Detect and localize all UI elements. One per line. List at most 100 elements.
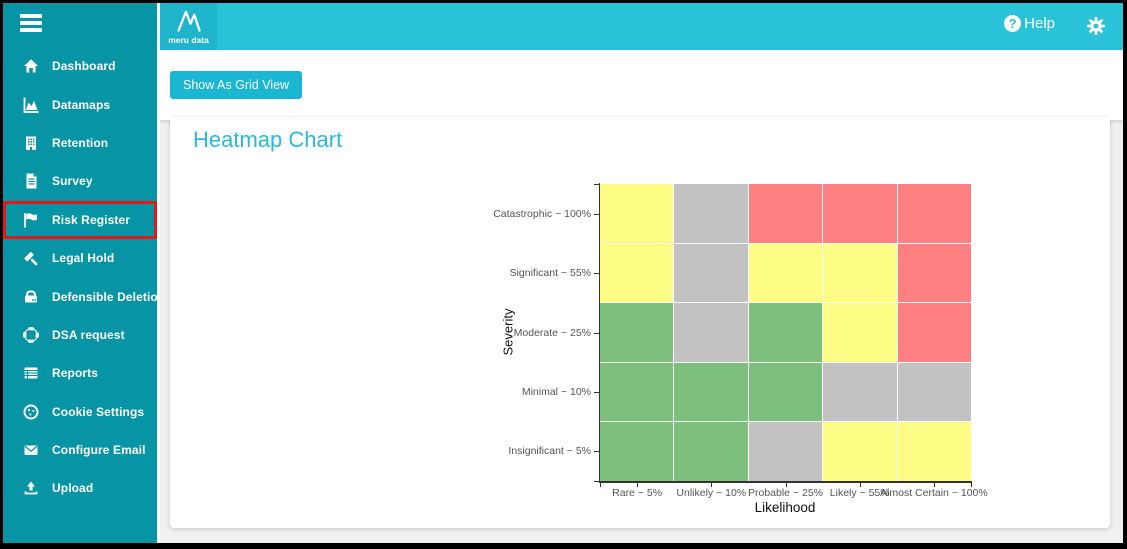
x-tick-label: Unlikely ~ 10% [676, 487, 747, 499]
sidebar-item-label: Survey [52, 174, 93, 189]
y-tick-label: Significant ~ 55% [509, 267, 591, 280]
heatmap-cell[interactable] [674, 422, 748, 481]
heatmap-cell[interactable] [674, 362, 748, 422]
heatmap-cell[interactable] [823, 362, 897, 422]
sidebar-item-legal-hold[interactable]: Legal Hold [3, 239, 157, 277]
heatmap-cell[interactable] [897, 184, 971, 243]
sidebar-nav: Dashboard Datamaps Retention Survey Risk Reg… [3, 47, 165, 508]
sidebar-item-upload[interactable]: Upload [3, 469, 157, 507]
heatmap-cell[interactable] [823, 422, 897, 481]
hamburger-menu-icon[interactable] [20, 14, 42, 34]
page-title: Heatmap Chart [193, 127, 343, 152]
sidebar-divider [157, 3, 160, 543]
heatmap-cell[interactable] [897, 422, 971, 481]
screen: Dashboard Datamaps Retention Survey Risk Reg… [3, 3, 1123, 543]
heatmap-cell[interactable] [897, 243, 971, 303]
home-icon [22, 57, 40, 75]
sidebar-item-label: Defensible Deletion [52, 289, 166, 304]
question-mark-icon: ? [1004, 15, 1022, 32]
x-axis-tick-mark [971, 482, 972, 487]
y-tick-label: Minimal ~ 10% [521, 385, 591, 398]
sidebar-item-cookie-settings[interactable]: Cookie Settings [3, 393, 157, 431]
x-axis-tick-mark [859, 482, 861, 487]
x-axis-title: Likelihood [754, 500, 816, 515]
sidebar-item-reports[interactable]: Reports [3, 354, 157, 392]
heatmap-grid [600, 184, 971, 481]
sidebar-item-label: Dashboard [52, 59, 116, 74]
sidebar-item-label: Cookie Settings [52, 404, 145, 419]
flag-icon [22, 211, 40, 229]
x-tick-label: Almost Certain ~ 100% [880, 487, 988, 499]
y-axis-tick-mark [594, 213, 599, 215]
report-table-icon [22, 364, 40, 382]
y-tick-label: Catastrophic ~ 100% [493, 207, 591, 220]
sidebar-item-label: Configure Email [52, 443, 146, 458]
heatmap-cell[interactable] [600, 184, 674, 243]
y-tick-label: Moderate ~ 25% [513, 326, 591, 339]
x-axis-tick-mark [785, 482, 787, 487]
heatmap-cell[interactable] [674, 184, 748, 243]
heatmap-cell[interactable] [748, 362, 823, 422]
logo-text: meru data [168, 35, 209, 45]
heatmap-cell[interactable] [823, 243, 897, 303]
sidebar-item-datamaps[interactable]: Datamaps [3, 85, 157, 123]
x-axis-tick-mark [711, 482, 713, 487]
y-axis-tick-mark [594, 273, 599, 275]
toolbar: Show As Grid View [160, 50, 1123, 120]
heatmap-cell[interactable] [600, 303, 674, 362]
y-axis-title: Severity [500, 308, 516, 356]
logo[interactable]: meru data [160, 3, 217, 50]
x-tick-label: Rare ~ 5% [612, 487, 663, 499]
heatmap-cell[interactable] [748, 243, 823, 303]
x-axis-tick-mark [600, 482, 601, 487]
x-axis-line [598, 481, 972, 483]
cookie-icon [22, 403, 40, 421]
heatmap-cell[interactable] [748, 184, 823, 243]
help-button[interactable]: ? Help [1004, 15, 1055, 32]
building-icon [22, 134, 40, 152]
y-axis-tick-mark [594, 391, 599, 393]
sidebar-item-label: DSA request [52, 327, 125, 342]
envelope-icon [22, 441, 40, 459]
heatmap-cell[interactable] [600, 243, 674, 303]
x-tick-label: Likely ~ 55% [829, 487, 890, 499]
y-axis-tick-mark [594, 451, 599, 453]
sidebar-item-label: Risk Register [52, 212, 130, 227]
sidebar-item-label: Upload [52, 481, 94, 496]
heatmap-cell[interactable] [600, 362, 674, 422]
sidebar-item-dashboard[interactable]: Dashboard [3, 47, 157, 85]
sidebar-item-dsa-request[interactable]: DSA request [3, 316, 157, 354]
hard-drive-icon [22, 288, 40, 306]
show-as-grid-view-button[interactable]: Show As Grid View [170, 71, 303, 99]
sidebar-item-risk-register[interactable]: Risk Register [3, 200, 157, 239]
sidebar-item-survey[interactable]: Survey [3, 162, 157, 200]
heatmap-cell[interactable] [823, 303, 897, 362]
heatmap-cell[interactable] [897, 303, 971, 362]
sidebar-item-label: Legal Hold [52, 251, 115, 266]
gear-icon[interactable] [1086, 16, 1106, 36]
heatmap-cell[interactable] [748, 422, 823, 481]
x-axis-labels: Rare ~ 5% Unlikely ~ 10% Probable ~ 25% Lik… [600, 487, 988, 503]
sidebar-item-retention[interactable]: Retention [3, 124, 157, 162]
heatmap-cell[interactable] [674, 303, 748, 362]
x-tick-label: Probable ~ 25% [747, 487, 824, 499]
x-axis-tick-mark [933, 482, 935, 487]
sidebar-item-configure-email[interactable]: Configure Email [3, 431, 157, 469]
heatmap-cell[interactable] [823, 184, 897, 243]
y-axis-labels: Catastrophic ~ 100% Significant ~ 55% Mode… [170, 184, 591, 481]
sidebar-item-defensible-deletion[interactable]: Defensible Deletion [3, 277, 165, 315]
y-tick-label: Insignificant ~ 5% [508, 445, 591, 458]
upload-icon [22, 479, 40, 497]
heatmap-cell[interactable] [674, 243, 748, 303]
gavel-icon [22, 249, 40, 267]
heatmap-cell[interactable] [748, 303, 823, 362]
heatmap-cell[interactable] [600, 422, 674, 481]
y-axis-tick-mark [594, 332, 599, 334]
sidebar-item-label: Retention [52, 135, 109, 150]
y-axis-tick-mark [594, 481, 599, 482]
y-axis-line [598, 183, 600, 482]
document-icon [22, 172, 40, 190]
mountain-logo-icon [176, 10, 201, 32]
heatmap-cell[interactable] [897, 362, 971, 422]
top-header: meru data ? Help [160, 3, 1123, 50]
